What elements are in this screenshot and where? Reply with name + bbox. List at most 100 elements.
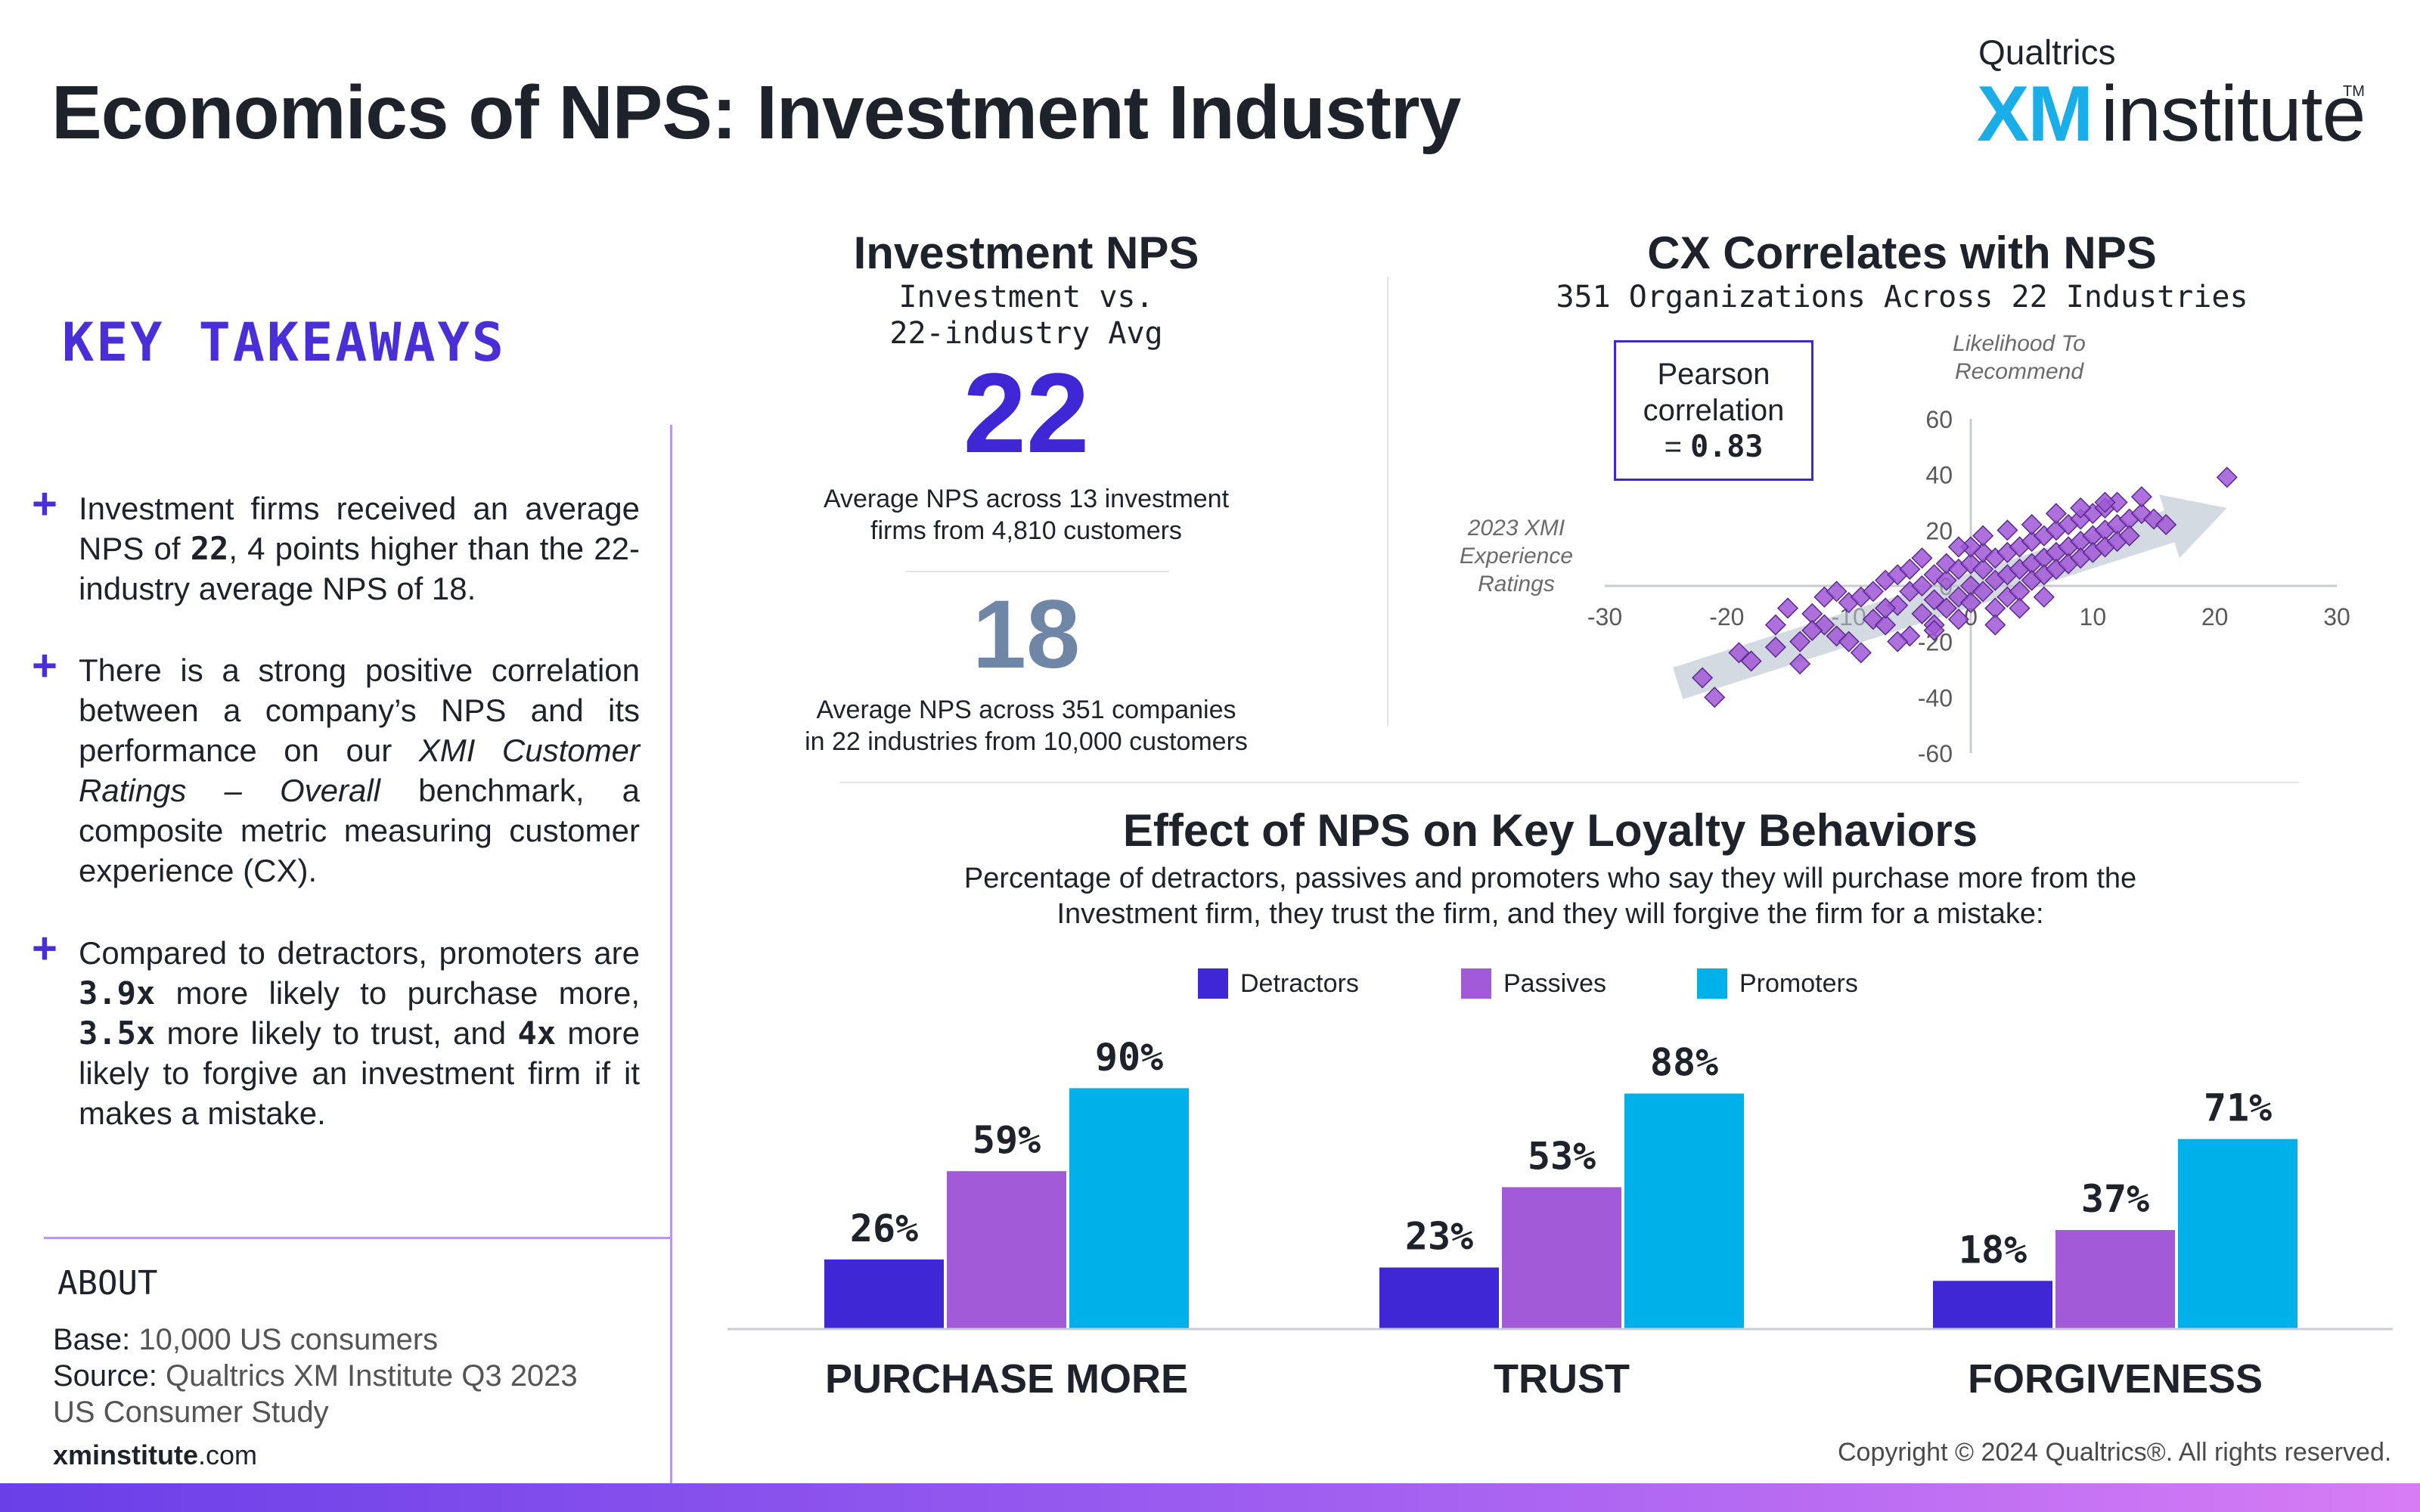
scatter-y-tick-label: 60 [1925,406,1953,433]
bar-detractors [824,1259,944,1329]
center-divider [1387,277,1388,726]
legend-item-detractors: Detractors [1198,966,1359,1001]
scatter-point [1959,592,1982,614]
takeaway-highlight: 3.9x [79,974,156,1012]
takeaway-highlight: 3.5x [79,1015,156,1052]
bar-value-label: 59% [973,1118,1041,1162]
takeaway-benchmark-name: XMI Customer Ratings – Overall [79,733,640,808]
takeaway-item-1: Investment firms received an average NPS… [79,488,640,609]
scatter-point [2130,486,2152,508]
legend-label-detractors: Detractors [1240,968,1359,998]
section-divider [839,782,2299,783]
scatter-point [1838,631,1860,652]
scatter-point [1996,519,2018,541]
scatter-x-tick-label: 20 [2201,603,2229,631]
scatter-point [1911,575,1933,597]
takeaway-highlight: 22 [190,530,229,567]
about-source-label: Source: [53,1359,157,1393]
bar-value-label: 53% [1528,1134,1596,1178]
loyalty-desc-2: Investment firm, they trust the firm, an… [1056,898,2044,930]
takeaway-text: more likely to trust, and [155,1015,518,1051]
bar-category-label: FORGIVENESS [1968,1356,2263,1402]
key-takeaways-title: KEY TAKEAWAYS [62,311,506,373]
bar-promoters [1069,1088,1189,1329]
takeaway-item-3: Compared to detractors, promoters are 3.… [79,933,640,1133]
scatter-y-tick-label: 40 [1925,462,1953,489]
scatter-point [1972,558,1994,580]
takeaway-text: Investment firms received an average NPS… [79,491,640,566]
scatter-point [1911,547,1933,569]
scatter-point [2045,503,2067,525]
bar-category-label: TRUST [1494,1356,1630,1402]
scatter-point [1899,558,1921,580]
bar-passives [947,1171,1066,1329]
site-link[interactable]: xminstitute.com [53,1439,257,1471]
investment-nps-title: Investment NPS [853,228,1199,278]
bar-value-label: 37% [2081,1177,2149,1221]
investment-nps-subtitle-1: Investment vs. [898,280,1154,314]
scatter-point [2021,513,2043,536]
plus-icon: + [32,924,57,973]
x-axis-label-2: Experience [1459,544,1574,569]
legend-swatch-promoters [1697,968,1727,999]
investment-nps-panel: Investment NPS Investment vs. 22-industr… [802,227,1251,547]
pearson-eq: = [1664,430,1691,463]
scatter-point [2216,466,2238,488]
scatter-point [1935,597,1957,619]
investment-nps-value: 22 [963,349,1090,476]
bar-value-label: 90% [1095,1035,1163,1079]
bar-detractors [1379,1267,1499,1329]
scatter-point [1776,597,1799,619]
scatter-point [1692,667,1714,689]
scatter-x-tick-label: 0 [1964,603,1978,631]
scatter-point [2094,491,2116,513]
nps-divider [906,571,1169,572]
scatter-point [2009,597,2031,619]
scatter-point [1728,642,1750,664]
bar-promoters [2178,1139,2297,1329]
about-source-value: Qualtrics XM Institute Q3 2023 US Consum… [53,1359,578,1429]
scatter-y-tick-label: 20 [1925,517,1953,544]
scatter-point [1911,603,1933,624]
bar-passives [2055,1230,2175,1329]
site-link-bold: xminstitute [53,1439,199,1470]
loyalty-header: Effect of NPS on Key Loyalty Behaviors P… [832,804,2269,932]
legend-label-promoters: Promoters [1739,968,1858,998]
scatter-y-tick-label: -40 [1918,684,1953,711]
bar-value-label: 26% [850,1207,918,1250]
scatter-point [1704,686,1726,708]
scatter-point [1764,614,1786,636]
scatter-y-tick-label: -60 [1918,740,1953,767]
bottom-gradient-bar [0,1483,2420,1512]
legend-swatch-passives [1461,968,1491,999]
pearson-value: 0.83 [1690,429,1764,464]
brand-qualtrics-label: Qualtrics [1978,33,2116,72]
y-axis-label-1: Likelihood To [1953,331,2086,356]
bar-passives [1502,1187,1621,1329]
scatter-x-tick-label: 30 [2323,603,2350,631]
bar-promoters [1624,1093,1744,1329]
takeaway-text: Compared to detractors, promoters are [79,935,640,971]
industry-avg-desc-1: Average NPS across 351 companies [816,696,1236,724]
left-panel-divider [670,425,672,1483]
takeaway-text: There is a strong positive correlation b… [79,652,640,768]
scatter-point [1947,536,1969,558]
scatter-x-tick-label: -20 [1709,603,1744,631]
brand-institute-logo: institute [2101,70,2366,158]
scatter-point [1984,614,2006,636]
legend-swatch-detractors [1198,968,1228,999]
bar-value-label: 23% [1405,1215,1473,1259]
scatter-point [1923,589,1945,611]
page-title: Economics of NPS: Investment Industry [51,70,1461,155]
x-axis-label: 2023 XMI Experience Ratings [1437,514,1596,598]
takeaway-text: more likely to forgive an investment fir… [79,1015,641,1131]
scatter-point [2070,497,2092,519]
loyalty-title: Effect of NPS on Key Loyalty Behaviors [1122,805,1978,856]
scatter-point [1801,619,1823,641]
y-axis-label: Likelihood To Recommend [1921,330,2118,386]
about-base: Base: 10,000 US consumers [53,1321,628,1358]
brand-trademark: TM [2343,83,2365,100]
pearson-box: Pearson correlation = 0.83 [1614,340,1813,481]
